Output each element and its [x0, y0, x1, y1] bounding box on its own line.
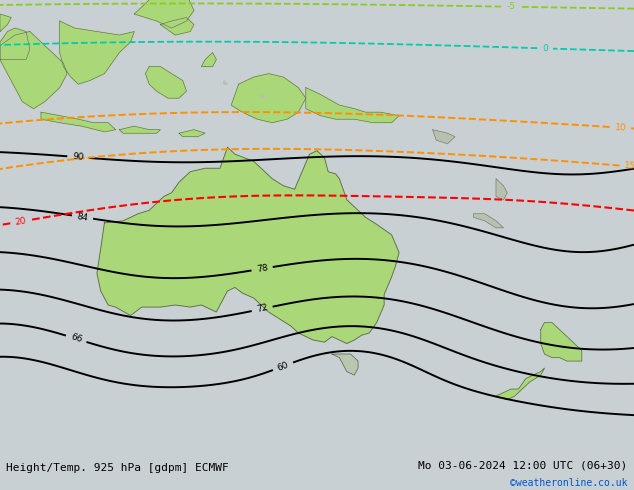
Polygon shape	[432, 130, 455, 144]
Polygon shape	[261, 95, 265, 98]
Polygon shape	[202, 52, 216, 67]
Text: 20: 20	[15, 216, 27, 227]
Polygon shape	[97, 147, 399, 343]
Text: 90: 90	[72, 152, 84, 162]
Text: Height/Temp. 925 hPa [gdpm] ECMWF: Height/Temp. 925 hPa [gdpm] ECMWF	[6, 463, 229, 473]
Polygon shape	[119, 126, 160, 133]
Text: 0: 0	[542, 44, 548, 53]
Polygon shape	[60, 119, 63, 122]
Text: ©weatheronline.co.uk: ©weatheronline.co.uk	[510, 478, 628, 488]
Polygon shape	[496, 179, 507, 200]
Polygon shape	[179, 130, 205, 137]
Polygon shape	[332, 354, 358, 375]
Polygon shape	[306, 88, 399, 122]
Polygon shape	[496, 368, 545, 400]
Text: 15: 15	[624, 162, 634, 172]
Polygon shape	[474, 214, 503, 228]
Polygon shape	[0, 28, 30, 60]
Polygon shape	[231, 74, 306, 122]
Polygon shape	[160, 18, 194, 35]
Text: Mo 03-06-2024 12:00 UTC (06+30): Mo 03-06-2024 12:00 UTC (06+30)	[418, 461, 628, 470]
Polygon shape	[60, 21, 134, 84]
Text: 72: 72	[256, 303, 269, 315]
Polygon shape	[41, 112, 115, 132]
Polygon shape	[0, 31, 67, 109]
Text: 84: 84	[76, 212, 89, 222]
Polygon shape	[145, 67, 186, 98]
Text: -5: -5	[506, 2, 515, 11]
Polygon shape	[134, 0, 194, 28]
Polygon shape	[541, 322, 582, 361]
Text: 66: 66	[69, 333, 83, 345]
Text: 10: 10	[614, 123, 626, 132]
Text: 78: 78	[256, 263, 269, 274]
Polygon shape	[224, 81, 228, 84]
Text: 60: 60	[276, 360, 290, 372]
Polygon shape	[0, 14, 11, 31]
